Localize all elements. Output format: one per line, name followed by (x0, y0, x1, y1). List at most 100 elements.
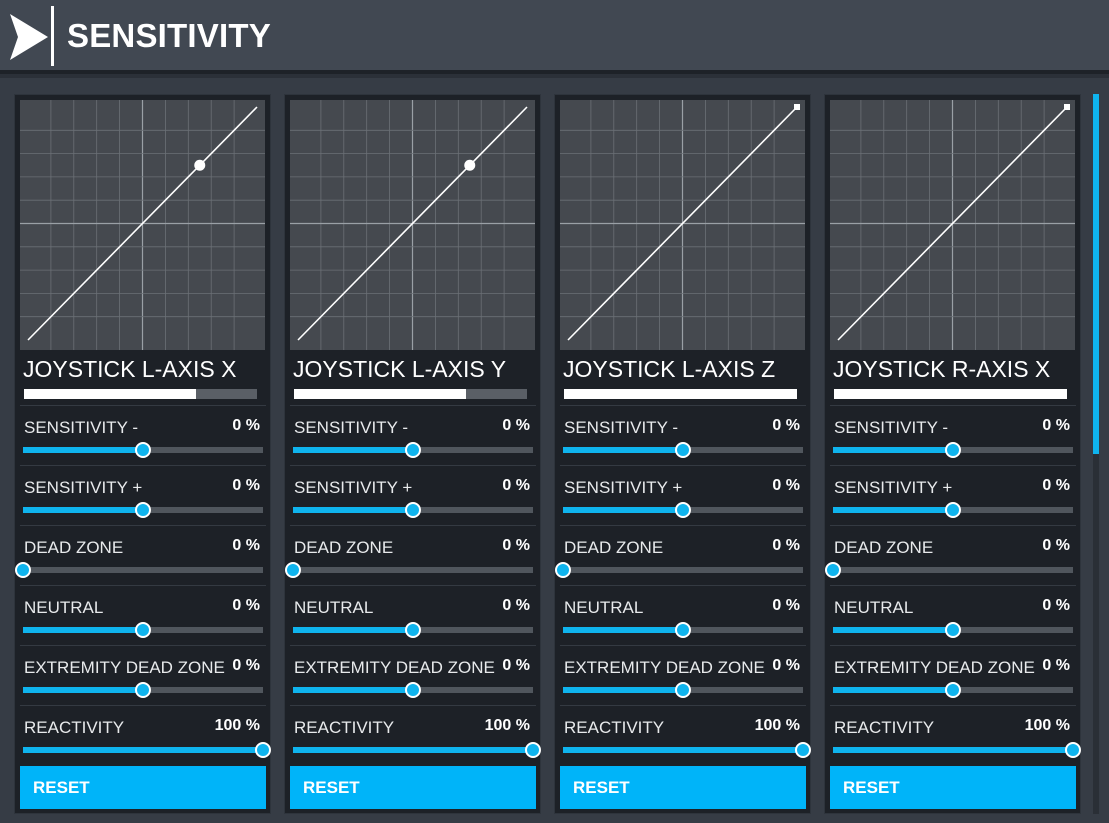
slider-knob[interactable] (675, 682, 691, 698)
setting-slider[interactable] (293, 442, 533, 458)
slider-knob[interactable] (405, 682, 421, 698)
curve-endpoint-marker (794, 104, 800, 110)
setting-label: EXTREMITY DEAD ZONE (294, 658, 495, 677)
slider-knob[interactable] (405, 502, 421, 518)
slider-knob[interactable] (135, 622, 151, 638)
setting-slider[interactable] (833, 682, 1073, 698)
slider-knob[interactable] (405, 622, 421, 638)
setting-row: REACTIVITY 100 % (560, 705, 811, 765)
response-curve-line (297, 106, 528, 341)
panels-area: JOYSTICK L-AXIS X SENSITIVITY -0 % SENSITI… (0, 78, 1109, 823)
slider-fill (563, 747, 803, 753)
slider-knob[interactable] (945, 682, 961, 698)
curve-point-marker (464, 159, 476, 171)
scrollbar[interactable] (1093, 94, 1099, 814)
setting-value: 100 % (214, 717, 260, 734)
setting-value: 0 % (502, 597, 530, 614)
slider-knob[interactable] (15, 562, 31, 578)
setting-slider[interactable] (23, 502, 263, 518)
scrollbar-thumb[interactable] (1093, 94, 1099, 454)
slider-knob[interactable] (1065, 742, 1081, 758)
setting-value: 0 % (772, 417, 800, 434)
setting-slider[interactable] (833, 502, 1073, 518)
response-curve-svg (20, 100, 265, 350)
setting-slider[interactable] (23, 742, 271, 758)
slider-knob[interactable] (135, 682, 151, 698)
setting-value: 0 % (1042, 477, 1070, 494)
setting-slider[interactable] (293, 502, 533, 518)
slider-knob[interactable] (525, 742, 541, 758)
slider-fill (563, 687, 683, 693)
setting-slider[interactable] (833, 742, 1081, 758)
setting-label: REACTIVITY (294, 718, 395, 737)
setting-value: 0 % (232, 477, 260, 494)
axis-input-bar (834, 389, 1067, 399)
setting-slider[interactable] (293, 682, 533, 698)
setting-row: SENSITIVITY - 0 % (560, 405, 806, 465)
slider-fill (293, 687, 413, 693)
slider-knob[interactable] (675, 442, 691, 458)
setting-value: 0 % (772, 657, 800, 674)
setting-slider[interactable] (563, 442, 803, 458)
slider-knob[interactable] (945, 622, 961, 638)
curve-point-marker (194, 159, 206, 171)
setting-row: NEUTRAL 0 % (290, 585, 536, 645)
slider-knob[interactable] (405, 442, 421, 458)
setting-slider[interactable] (555, 562, 803, 578)
slider-knob[interactable] (825, 562, 841, 578)
reset-button[interactable]: RESET (20, 766, 266, 809)
setting-value: 0 % (1042, 417, 1070, 434)
slider-knob[interactable] (675, 502, 691, 518)
slider-knob[interactable] (135, 442, 151, 458)
header: SENSITIVITY (0, 0, 1109, 74)
setting-label: SENSITIVITY + (294, 478, 413, 497)
slider-fill (293, 747, 533, 753)
setting-slider[interactable] (23, 682, 263, 698)
slider-knob[interactable] (945, 502, 961, 518)
response-curve-graph (830, 100, 1075, 350)
setting-slider[interactable] (23, 442, 263, 458)
slider-fill (23, 447, 143, 453)
setting-label: SENSITIVITY - (564, 418, 678, 437)
setting-slider[interactable] (563, 682, 803, 698)
slider-knob[interactable] (255, 742, 271, 758)
setting-label: NEUTRAL (294, 598, 374, 617)
setting-row: EXTREMITY DEAD ZONE 0 % (830, 645, 1076, 705)
axis-name: JOYSTICK L-AXIS Z (563, 356, 776, 382)
setting-row: DEAD ZONE 0 % (15, 525, 266, 585)
setting-slider[interactable] (293, 742, 541, 758)
setting-slider[interactable] (833, 442, 1073, 458)
chevron-right-icon[interactable] (8, 10, 50, 64)
slider-fill (23, 687, 143, 693)
reset-button[interactable]: RESET (560, 766, 806, 809)
setting-value: 0 % (502, 657, 530, 674)
setting-slider[interactable] (825, 562, 1073, 578)
setting-label: NEUTRAL (24, 598, 104, 617)
slider-knob[interactable] (945, 442, 961, 458)
setting-slider[interactable] (563, 622, 803, 638)
slider-fill (293, 627, 413, 633)
setting-slider[interactable] (285, 562, 533, 578)
slider-knob[interactable] (285, 562, 301, 578)
setting-slider[interactable] (563, 502, 803, 518)
setting-row: SENSITIVITY + 0 % (20, 465, 266, 525)
slider-knob[interactable] (795, 742, 811, 758)
setting-value: 0 % (502, 537, 530, 554)
slider-track (293, 567, 533, 573)
reset-button[interactable]: RESET (290, 766, 536, 809)
setting-value: 100 % (754, 717, 800, 734)
setting-row: NEUTRAL 0 % (20, 585, 266, 645)
setting-value: 0 % (772, 537, 800, 554)
slider-knob[interactable] (555, 562, 571, 578)
axis-input-bar-fill (24, 389, 197, 399)
setting-slider[interactable] (833, 622, 1073, 638)
slider-fill (23, 627, 143, 633)
slider-knob[interactable] (675, 622, 691, 638)
setting-slider[interactable] (15, 562, 263, 578)
slider-knob[interactable] (135, 502, 151, 518)
setting-slider[interactable] (293, 622, 533, 638)
setting-row: DEAD ZONE 0 % (825, 525, 1076, 585)
setting-slider[interactable] (563, 742, 811, 758)
reset-button[interactable]: RESET (830, 766, 1076, 809)
setting-slider[interactable] (23, 622, 263, 638)
